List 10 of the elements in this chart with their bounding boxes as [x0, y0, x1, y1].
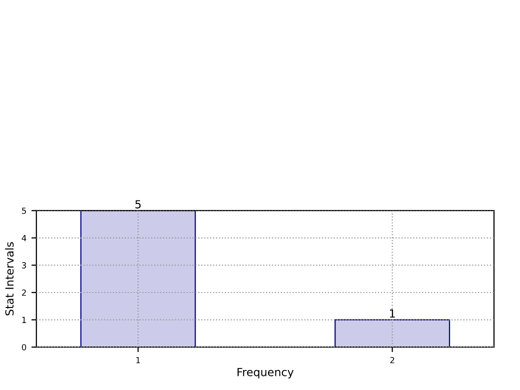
y-tick-label: 3: [22, 262, 26, 268]
y-tick-label: 5: [22, 208, 26, 214]
data-label: 1: [390, 309, 395, 318]
y-tick-label: 1: [22, 316, 26, 323]
y-axis-title: Stat Intervals: [5, 242, 14, 316]
data-label: 5: [135, 200, 141, 208]
y-tick-label: 4: [22, 234, 26, 242]
y-tick-label: 2: [22, 289, 26, 296]
x-axis-title: Frequency: [238, 368, 294, 378]
y-tick-label: 0: [22, 344, 26, 350]
